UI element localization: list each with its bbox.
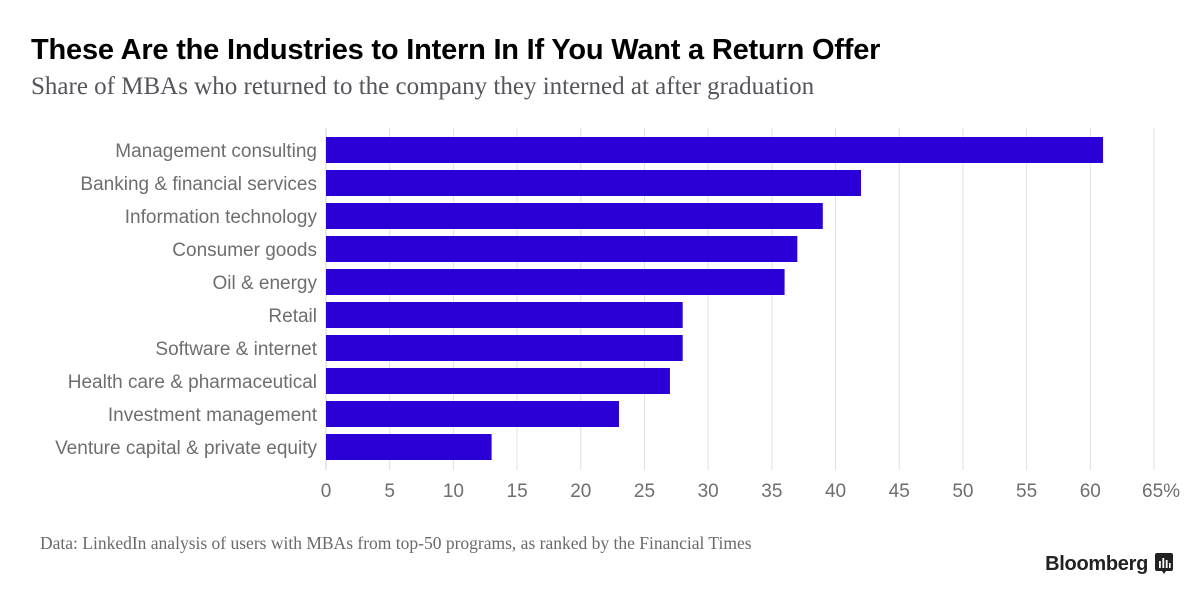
category-label: Venture capital & private equity [55, 438, 317, 459]
x-tick-label: 25 [634, 481, 655, 502]
bloomberg-chat-bars-icon [1155, 553, 1173, 574]
bar [326, 434, 492, 460]
brand-name: Bloomberg [1045, 552, 1148, 575]
x-tick-label: 20 [570, 481, 591, 502]
bar [326, 236, 798, 262]
x-tick-label: 55 [1016, 481, 1037, 502]
category-label: Retail [268, 306, 317, 327]
x-axis-tick-labels: 0 5 10 15 20 25 30 35 40 45 50 55 60 65% [321, 481, 1180, 502]
x-tick-label: 30 [698, 481, 719, 502]
x-tick-label: 5 [384, 481, 395, 502]
bar [326, 401, 619, 427]
category-label: Software & internet [155, 339, 317, 360]
chart-subtitle: Share of MBAs who returned to the compan… [31, 73, 815, 100]
category-label: Banking & financial services [80, 174, 317, 195]
category-label: Investment management [108, 405, 318, 426]
brand-logo: Bloomberg [1045, 552, 1174, 576]
bar [326, 335, 683, 361]
x-tick-label: 10 [443, 481, 464, 502]
x-tick-label: 35 [761, 481, 782, 502]
bar [326, 203, 823, 229]
x-tick-label: 15 [507, 481, 528, 502]
x-tick-label: 0 [321, 481, 332, 502]
bar [326, 302, 683, 328]
x-tick-label: 65% [1142, 481, 1180, 502]
x-tick-label: 45 [889, 481, 910, 502]
category-label: Health care & pharmaceutical [68, 372, 317, 393]
x-tick-label: 40 [825, 481, 846, 502]
bar [326, 368, 670, 394]
chart-title: These Are the Industries to Intern In If… [31, 34, 881, 66]
category-label: Information technology [125, 207, 318, 228]
x-tick-label: 50 [952, 481, 973, 502]
bars [326, 137, 1104, 460]
category-label: Consumer goods [172, 240, 317, 261]
bar [326, 137, 1104, 163]
category-labels: Management consulting Banking & financial… [55, 141, 318, 459]
category-label: Management consulting [115, 141, 317, 162]
bar [326, 269, 785, 295]
source-note: Data: LinkedIn analysis of users with MB… [40, 533, 752, 553]
category-label: Oil & energy [212, 273, 317, 294]
bar [326, 170, 862, 196]
x-tick-label: 60 [1080, 481, 1101, 502]
